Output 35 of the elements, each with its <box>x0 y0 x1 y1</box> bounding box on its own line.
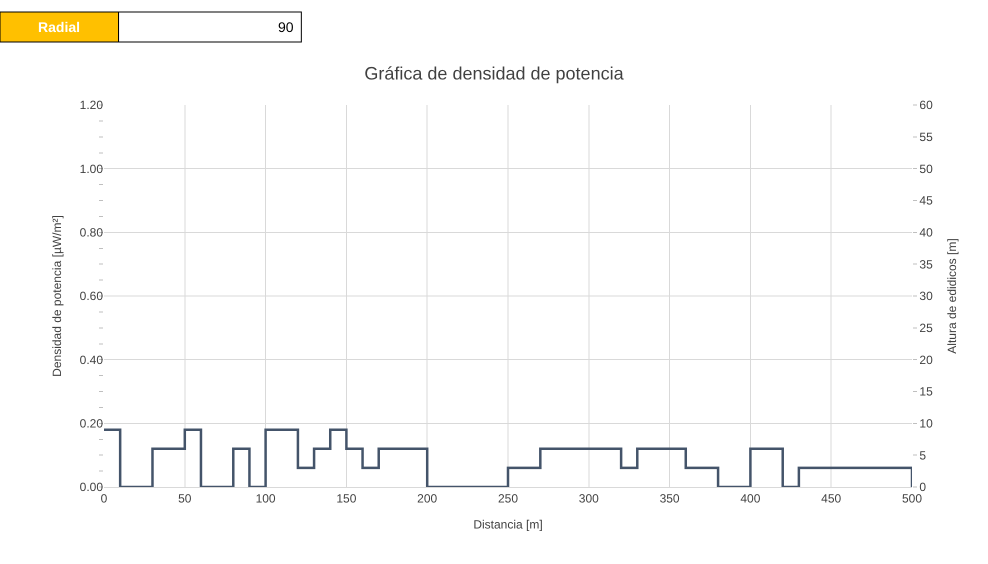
y-axis-title: Densidad de potencia [µW/m²] <box>50 215 64 377</box>
x-tick-label: 200 <box>417 491 438 506</box>
x-tick-label: 300 <box>578 491 600 506</box>
y-tick-label: 0.60 <box>80 289 104 304</box>
x-tick-label: 50 <box>178 491 192 506</box>
y2-axis-title: Altura de edidicos [m] <box>944 238 959 354</box>
x-tick-label: 450 <box>821 491 842 506</box>
y2-tick-label: 55 <box>919 130 934 144</box>
text: Radial <box>38 19 80 35</box>
y2-tick-label: 50 <box>919 162 934 176</box>
y2-tick-label: 45 <box>919 194 934 208</box>
y2-tick-label: 10 <box>919 416 934 431</box>
y2-tick-label: 35 <box>919 257 934 272</box>
y-tick-label: 0.80 <box>80 226 104 240</box>
y-tick-label: 1.00 <box>80 162 104 176</box>
x-tick-label: 150 <box>336 491 357 506</box>
y-tick-label: 0.20 <box>80 416 104 431</box>
y2-tick-label: 15 <box>919 384 934 399</box>
x-tick-label: 250 <box>498 491 518 506</box>
y2-tick-label: 30 <box>919 289 934 304</box>
x-tick-label: 400 <box>740 491 761 506</box>
y-tick-label: 0.40 <box>80 352 104 367</box>
y-tick-label: 1.20 <box>80 98 104 112</box>
x-tick-label: 350 <box>660 491 680 506</box>
x-tick-label: 100 <box>256 491 276 506</box>
text: 90 <box>278 19 294 35</box>
y2-tick-label: 60 <box>919 98 934 112</box>
y-tick-label: 0.00 <box>80 480 104 494</box>
chart-title: Gráfica de densidad de potencia <box>364 64 625 84</box>
y2-tick-label: 40 <box>919 226 934 240</box>
x-axis-title: Distancia [m] <box>473 517 543 532</box>
y2-tick-label: 25 <box>919 321 934 336</box>
y2-tick-label: 5 <box>919 448 926 462</box>
x-tick-label: 0 <box>100 491 108 506</box>
y2-tick-label: 20 <box>919 352 934 367</box>
